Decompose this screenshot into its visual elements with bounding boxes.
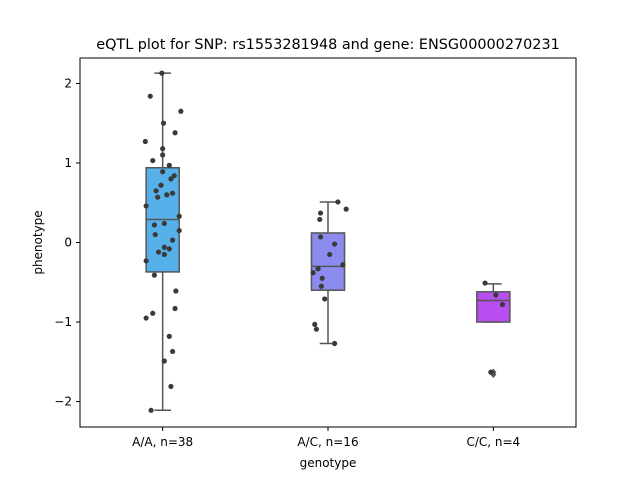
- y-axis: 2 1 0 −1 −2: [54, 76, 80, 409]
- y-tick-label: 0: [64, 236, 72, 250]
- data-point: [142, 138, 148, 145]
- data-point: [168, 383, 174, 390]
- genotype-group-1: [142, 70, 184, 413]
- data-point: [343, 206, 349, 212]
- data-point: [153, 188, 159, 194]
- x-axis: A/A, n=38 A/C, n=16 C/C, n=4: [132, 427, 520, 449]
- data-point: [160, 152, 166, 158]
- data-point: [169, 237, 176, 243]
- data-point: [161, 220, 167, 227]
- data-point: [169, 190, 176, 196]
- data-point: [176, 227, 182, 234]
- data-point: [327, 251, 333, 258]
- data-point: [178, 108, 184, 114]
- box: [310, 232, 346, 291]
- data-point: [482, 280, 488, 286]
- data-point: [166, 162, 172, 168]
- data-point: [319, 275, 325, 281]
- y-tick-label: 1: [64, 156, 72, 170]
- x-axis-label: genotype: [300, 456, 357, 470]
- data-point: [151, 272, 157, 278]
- data-point: [171, 173, 177, 179]
- data-point: [151, 222, 157, 228]
- y-tick-label: −2: [54, 395, 72, 409]
- data-point: [155, 194, 161, 200]
- data-point: [315, 266, 321, 272]
- data-point: [322, 296, 328, 302]
- data-point: [143, 315, 149, 321]
- box: [476, 291, 511, 323]
- data-point: [155, 249, 162, 255]
- data-point: [313, 326, 320, 332]
- data-point: [499, 301, 506, 308]
- y-tick-label: −1: [54, 315, 72, 329]
- data-point: [148, 407, 154, 413]
- data-point: [160, 146, 166, 152]
- data-point: [147, 93, 153, 99]
- data-point: [169, 348, 176, 355]
- x-tick-label: A/C, n=16: [297, 435, 358, 449]
- data-point: [317, 234, 324, 240]
- data-point: [143, 258, 149, 264]
- data-point: [317, 216, 323, 223]
- data-point: [340, 262, 346, 268]
- data-point: [168, 176, 174, 182]
- plot-area: [142, 70, 511, 413]
- data-point: [159, 70, 165, 76]
- data-point: [335, 199, 341, 205]
- data-point: [161, 358, 167, 364]
- data-point: [172, 130, 178, 136]
- data-point: [143, 203, 149, 209]
- data-point: [166, 246, 172, 252]
- chart-title: eQTL plot for SNP: rs1553281948 and gene…: [96, 37, 560, 53]
- data-point: [160, 120, 167, 126]
- data-point: [160, 169, 166, 175]
- data-point: [172, 305, 178, 312]
- data-point: [158, 182, 164, 188]
- genotype-group-3: [476, 280, 511, 379]
- data-point: [152, 231, 158, 238]
- genotype-group-2: [310, 199, 349, 347]
- x-tick-label: C/C, n=4: [466, 435, 520, 449]
- y-axis-label: phenotype: [31, 210, 45, 274]
- data-point: [310, 270, 316, 276]
- data-point: [312, 321, 318, 328]
- data-point: [164, 192, 170, 198]
- data-point: [493, 292, 499, 298]
- data-point: [488, 369, 494, 375]
- data-point: [332, 241, 338, 247]
- x-tick-label: A/A, n=38: [132, 435, 193, 449]
- data-point: [173, 288, 179, 294]
- data-point: [161, 244, 167, 250]
- data-point: [150, 310, 156, 316]
- data-point: [161, 251, 167, 258]
- data-point: [318, 283, 324, 289]
- data-point: [176, 213, 182, 219]
- data-point: [332, 340, 338, 347]
- y-tick-label: 2: [64, 76, 72, 90]
- data-point: [150, 157, 156, 164]
- data-point: [166, 333, 172, 339]
- data-point: [317, 210, 324, 216]
